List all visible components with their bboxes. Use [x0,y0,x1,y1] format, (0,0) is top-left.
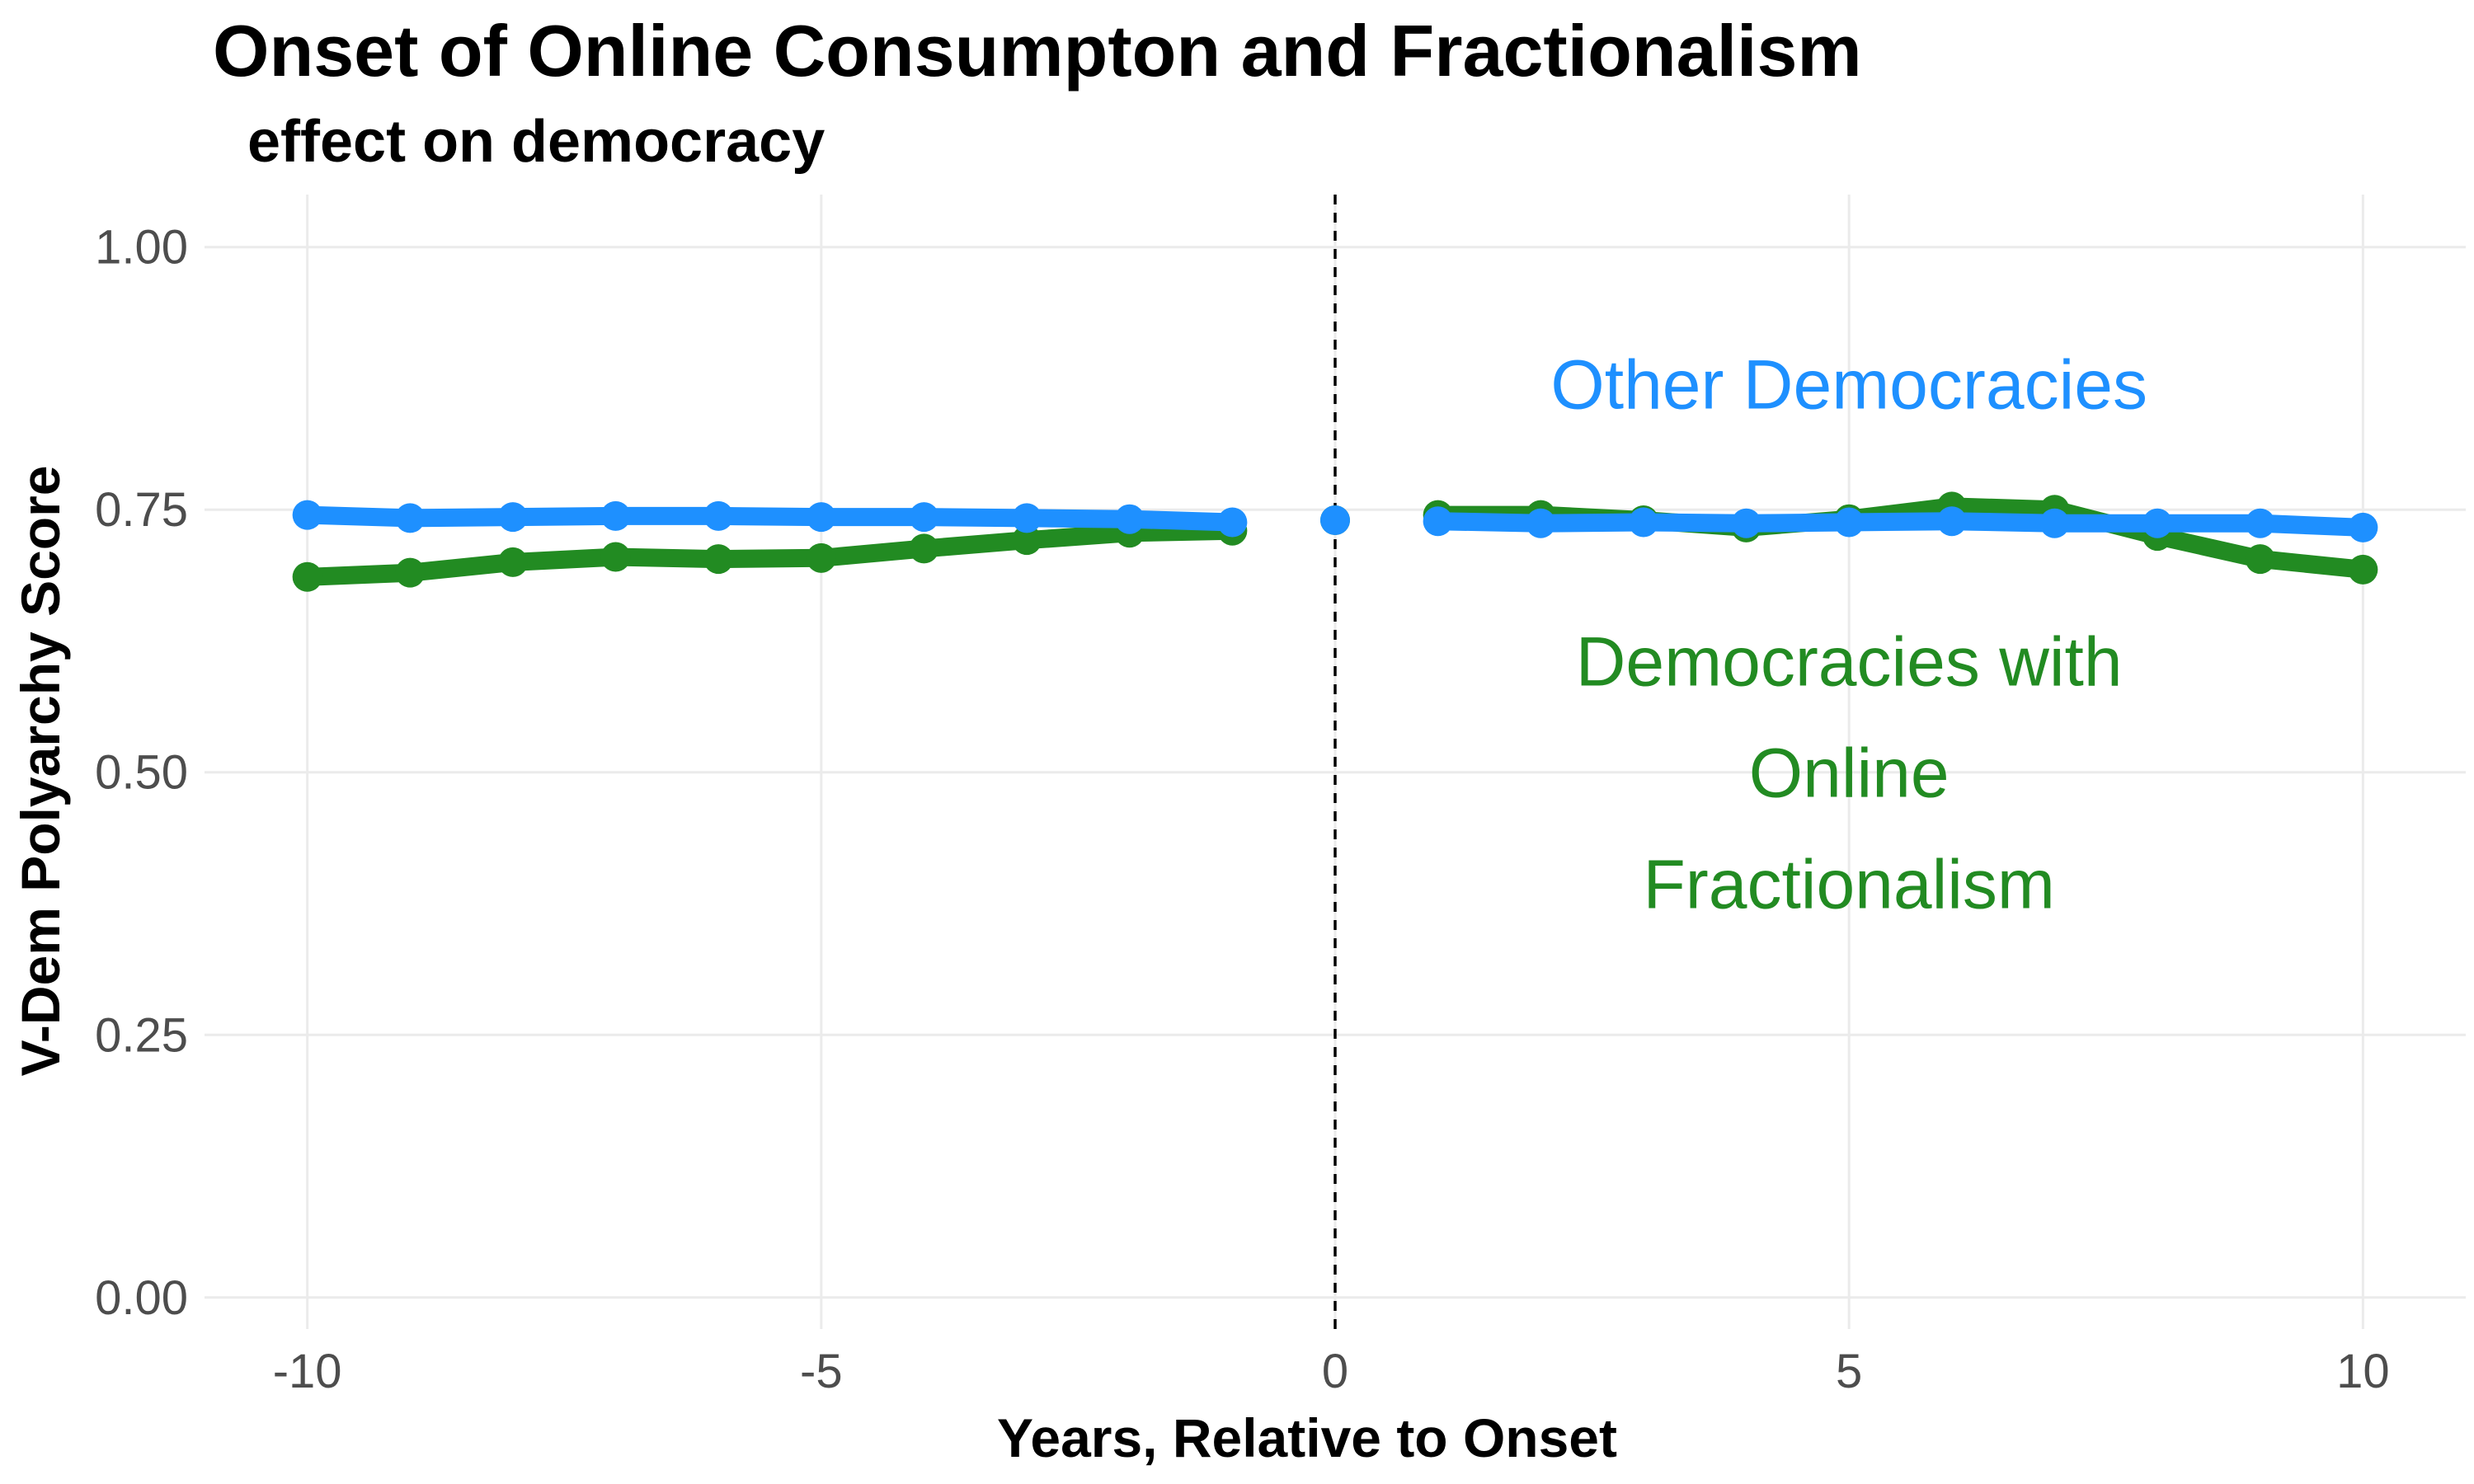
y-tick-label: 0.50 [95,746,188,800]
series-1 [292,500,2378,542]
annotation-label: Fractionalism [1643,846,2054,923]
data-point [1628,507,1658,538]
data-point [909,533,939,564]
annotation-label: Democracies with [1576,623,2123,701]
data-point [497,502,528,533]
x-axis-title: Years, Relative to Onset [997,1407,1617,1468]
data-point [1834,507,1865,538]
data-point [1217,507,1248,538]
data-point [2245,508,2275,538]
data-point [703,544,734,575]
y-axis-ticks: 0.00 0.25 0.50 0.75 1.00 [95,221,188,1325]
data-point [2142,508,2173,538]
data-point [806,542,836,573]
data-point [497,547,528,577]
y-tick-label: 1.00 [95,221,188,275]
x-tick-label: -5 [800,1345,843,1398]
data-point [292,561,322,592]
annotations: Other Democracies Democracies with Online F… [1550,345,2147,923]
data-point [395,503,426,533]
data-point [1012,525,1042,556]
data-point [395,557,426,588]
y-tick-label: 0.25 [95,1008,188,1062]
series-line [298,505,1242,532]
annotation-label: Other Democracies [1550,345,2147,423]
data-point [1731,508,1761,538]
data-point [292,500,322,530]
data-point [1423,506,1453,537]
data-point [1320,505,1350,535]
data-point [2039,508,2070,538]
data-point [1114,504,1145,534]
data-point [806,502,836,533]
y-tick-label: 0.00 [95,1271,188,1325]
x-axis-ticks: -10 -5 0 5 10 [273,1345,2390,1398]
chart-subtitle: effect on democracy [247,109,825,175]
data-point [1012,503,1042,533]
x-tick-label: 0 [1322,1345,1348,1398]
y-axis-title: V-Dem Polyarchy Score [10,465,71,1076]
data-point [2245,544,2275,575]
x-tick-label: -10 [273,1345,342,1398]
data-point [2348,554,2378,585]
series-line [1428,512,2373,537]
data-point [600,500,631,531]
y-tick-label: 0.75 [95,483,188,537]
data-point [909,502,939,533]
data-point [703,500,734,531]
annotation-label: Online [1749,735,1950,812]
data-point [1936,506,1967,537]
data-point [2348,512,2378,542]
chart-title: Onset of Online Consumpton and Fractiona… [213,10,1862,92]
data-point [1526,508,1556,538]
data-point [600,542,631,572]
x-tick-label: 10 [2336,1345,2390,1398]
x-tick-label: 5 [1836,1345,1862,1398]
series-line [298,521,1242,586]
series-layer [292,491,2378,592]
